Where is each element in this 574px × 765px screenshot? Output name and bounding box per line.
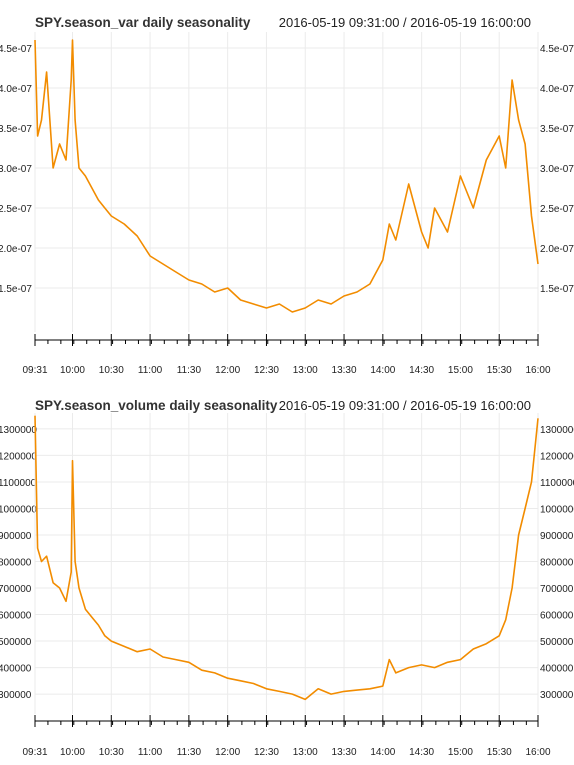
x-tick-label: 11:30 [177, 365, 202, 376]
y-tick-label-left: 2.5e-07 [0, 204, 32, 215]
y-tick-label-right: 600000 [540, 611, 574, 622]
y-tick-label-left: 1200000 [0, 451, 37, 462]
y-tick-label-right: 3.0e-07 [540, 164, 574, 175]
x-tick-label: 12:30 [254, 365, 279, 376]
y-tick-label-right: 300000 [540, 690, 574, 701]
chart-panel-2: SPY.season_volume daily seasonality 2016-… [0, 398, 574, 758]
x-tick-label: 11:00 [138, 747, 163, 758]
y-tick-label-right: 2.5e-07 [540, 204, 574, 215]
y-tick-label-right: 1100000 [540, 478, 574, 489]
y-tick-label-left: 1.5e-07 [0, 284, 32, 295]
x-tick-label: 12:00 [215, 365, 240, 376]
y-tick-label-right: 800000 [540, 558, 574, 569]
x-tick-label: 16:00 [525, 747, 550, 758]
y-tick-label-right: 4.0e-07 [540, 84, 574, 95]
x-tick-label: 14:30 [409, 747, 434, 758]
x-tick-label: 14:00 [370, 365, 395, 376]
y-tick-label-right: 2.0e-07 [540, 244, 574, 255]
date-range: 2016-05-19 09:31:00 / 2016-05-19 16:00:0… [279, 398, 531, 413]
x-tick-label: 13:30 [332, 365, 357, 376]
y-tick-label-left: 2.0e-07 [0, 244, 32, 255]
y-tick-label-left: 900000 [0, 531, 32, 542]
y-tick-label-right: 4.5e-07 [540, 44, 574, 55]
x-tick-label: 09:31 [22, 747, 47, 758]
chart-panel-1: SPY.season_var daily seasonality 2016-05-… [0, 15, 574, 376]
x-tick-label: 15:30 [487, 747, 512, 758]
y-tick-label-right: 1.5e-07 [540, 284, 574, 295]
x-tick-label: 12:00 [215, 747, 240, 758]
x-tick-label: 13:30 [332, 747, 357, 758]
y-tick-label-right: 500000 [540, 637, 574, 648]
x-tick-label: 14:30 [409, 365, 434, 376]
x-tick-label: 12:30 [254, 747, 279, 758]
y-tick-label-right: 1000000 [540, 504, 574, 515]
y-tick-label-left: 4.0e-07 [0, 84, 32, 95]
x-tick-label: 10:30 [99, 365, 124, 376]
y-tick-label-left: 800000 [0, 558, 32, 569]
y-tick-label-right: 700000 [540, 584, 574, 595]
y-tick-label-left: 3.5e-07 [0, 124, 32, 135]
y-tick-label-left: 600000 [0, 611, 32, 622]
y-tick-label-left: 3.0e-07 [0, 164, 32, 175]
y-tick-label-right: 3.5e-07 [540, 124, 574, 135]
y-tick-label-left: 1300000 [0, 425, 37, 436]
x-tick-label: 11:30 [177, 747, 202, 758]
y-tick-label-left: 300000 [0, 690, 32, 701]
x-tick-label: 09:31 [22, 365, 47, 376]
y-tick-label-left: 1100000 [0, 478, 37, 489]
x-tick-label: 10:00 [60, 365, 85, 376]
y-tick-label-right: 1300000 [540, 425, 574, 436]
x-tick-label: 13:00 [293, 365, 318, 376]
x-tick-label: 15:00 [448, 365, 473, 376]
series-line-1 [34, 415, 539, 701]
y-tick-label-right: 1200000 [540, 451, 574, 462]
series-line-1 [34, 39, 539, 313]
chart-title: SPY.season_var daily seasonality [35, 15, 251, 30]
chart-title: SPY.season_volume daily seasonality [35, 398, 278, 413]
x-tick-label: 10:30 [99, 747, 124, 758]
x-tick-label: 16:00 [525, 365, 550, 376]
y-tick-label-left: 1000000 [0, 504, 37, 515]
x-tick-label: 14:00 [370, 747, 395, 758]
y-tick-label-right: 400000 [540, 664, 574, 675]
y-tick-label-right: 900000 [540, 531, 574, 542]
y-tick-label-left: 400000 [0, 664, 32, 675]
y-tick-label-left: 4.5e-07 [0, 44, 32, 55]
y-tick-label-left: 700000 [0, 584, 32, 595]
x-tick-label: 13:00 [293, 747, 318, 758]
x-tick-label: 15:00 [448, 747, 473, 758]
date-range: 2016-05-19 09:31:00 / 2016-05-19 16:00:0… [279, 15, 531, 30]
x-tick-label: 10:00 [60, 747, 85, 758]
x-tick-label: 11:00 [138, 365, 163, 376]
y-tick-label-left: 500000 [0, 637, 32, 648]
x-tick-label: 15:30 [487, 365, 512, 376]
